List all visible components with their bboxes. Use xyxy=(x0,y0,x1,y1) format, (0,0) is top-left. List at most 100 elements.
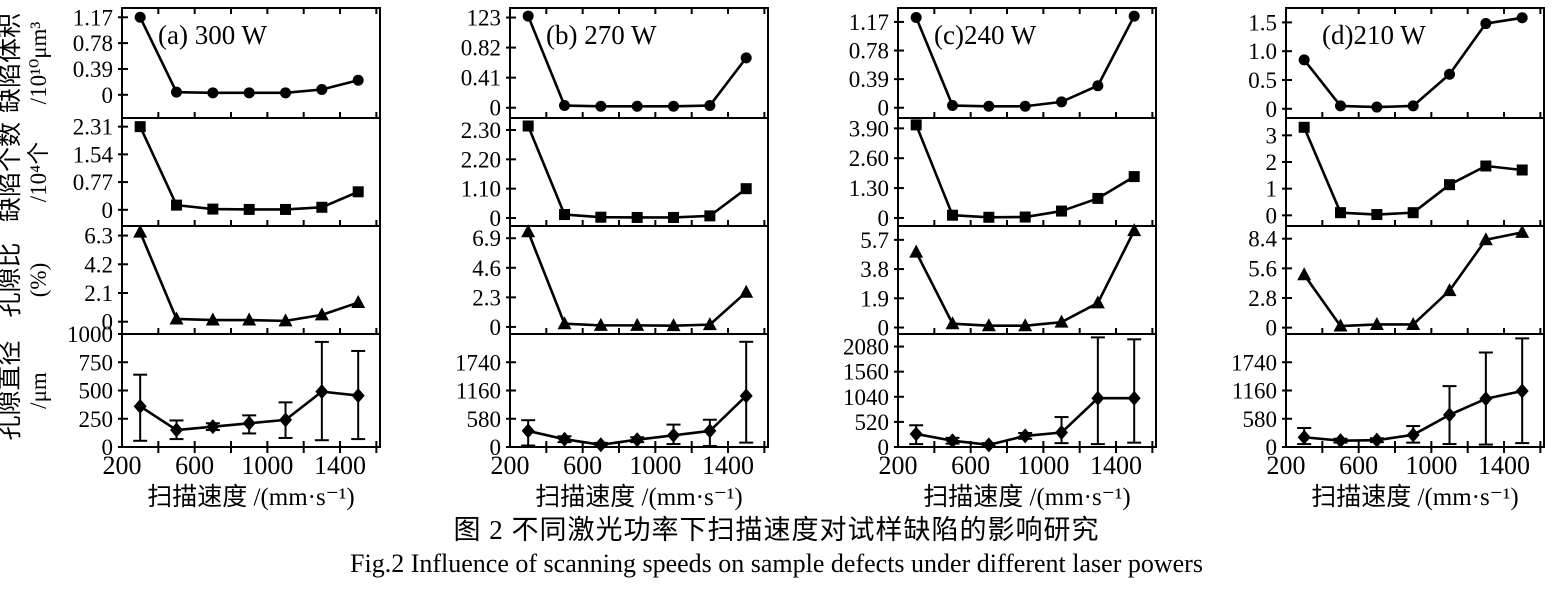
y-tick-label: 0 xyxy=(490,435,502,460)
triangle-marker xyxy=(1478,232,1493,246)
y-tick-label: 6.3 xyxy=(84,224,113,249)
y-tick-label: 0 xyxy=(102,83,114,108)
y-tick-label: 0.41 xyxy=(461,66,501,91)
diamond-marker xyxy=(133,398,147,414)
x-tick-label: 600 xyxy=(951,451,990,480)
triangle-marker xyxy=(169,311,184,325)
square-marker xyxy=(171,199,183,211)
x-tick-label: 1000 xyxy=(1405,451,1457,480)
diamond-marker xyxy=(909,426,923,442)
triangle-marker xyxy=(1369,316,1384,330)
y-tick-label: 1.30 xyxy=(849,176,889,201)
y-axis-name: 孔隙直径 xyxy=(0,340,24,440)
diamond-marker xyxy=(558,431,572,447)
square-marker xyxy=(983,211,995,223)
square-marker xyxy=(595,211,607,223)
y-tick-label: 0.5 xyxy=(1248,68,1277,93)
data-line xyxy=(138,126,359,211)
y-tick-label: 5.6 xyxy=(1248,256,1277,281)
diamond-marker xyxy=(315,384,329,400)
diamond-marker xyxy=(982,437,996,453)
y-axis-unit: /10¹⁰μm³ xyxy=(26,22,51,105)
diamond-marker xyxy=(1297,429,1311,445)
triangle-marker xyxy=(1515,224,1530,238)
circle-marker xyxy=(134,11,146,23)
diamond-marker xyxy=(1334,433,1348,449)
x-tick-label: 1400 xyxy=(1090,451,1142,480)
diamond-marker xyxy=(703,423,717,439)
subplot-d: 00.51.01.5 (d)210 W012302.85.68.405801160… xyxy=(1231,7,1545,511)
x-tick-label: 200 xyxy=(491,451,530,480)
x-tick-label: 1000 xyxy=(241,451,293,480)
circle-marker xyxy=(1371,101,1383,113)
y-tick-label: 0 xyxy=(1266,97,1278,122)
charts-canvas: 00.390.781.17(a) 300 W00.771.542.3102.14… xyxy=(0,5,1545,511)
square-marker xyxy=(1480,160,1492,172)
circle-marker xyxy=(1092,80,1104,92)
y-tick-label: 1160 xyxy=(1232,379,1277,404)
x-tick-label: 600 xyxy=(563,451,602,480)
y-tick-label: 1.9 xyxy=(860,286,889,311)
circle-marker xyxy=(704,100,716,112)
triangle-marker xyxy=(242,312,257,326)
triangle-marker xyxy=(351,295,366,309)
circle-marker xyxy=(316,84,328,96)
y-tick-label: 0 xyxy=(1266,316,1278,341)
square-marker xyxy=(1019,211,1031,223)
triangle-marker xyxy=(945,316,960,330)
panel-border xyxy=(121,333,381,448)
square-marker xyxy=(316,201,328,213)
square-marker xyxy=(947,209,959,221)
y-tick-label: 0 xyxy=(1266,435,1278,460)
y-tick-label: 1040 xyxy=(843,385,889,410)
triangle-marker xyxy=(205,312,220,326)
y-tick-label: 4.2 xyxy=(84,252,113,277)
diamond-marker xyxy=(170,422,184,438)
y-tick-label: 3.8 xyxy=(860,257,889,282)
y-tick-label: 0 xyxy=(878,96,890,121)
x-axis-title: 扫描速度 /(mm·s⁻¹) xyxy=(535,483,742,511)
y-tick-label: 0.39 xyxy=(73,57,113,82)
triangle-marker xyxy=(1406,316,1421,330)
circle-marker xyxy=(352,74,364,86)
panel-border xyxy=(509,117,769,227)
circle-marker xyxy=(1056,96,1068,108)
x-tick-label: 200 xyxy=(1267,451,1306,480)
y-tick-label: 123 xyxy=(467,6,502,31)
diamond-marker xyxy=(1515,383,1529,399)
triangle-marker xyxy=(909,244,924,258)
triangle-marker xyxy=(1333,318,1348,332)
panel-border xyxy=(897,333,1157,448)
circle-marker xyxy=(1298,54,1310,66)
diamond-marker xyxy=(1406,427,1420,443)
y-tick-label: 1.0 xyxy=(1248,39,1277,64)
triangle-marker xyxy=(1018,318,1033,332)
circle-marker xyxy=(983,100,995,112)
square-marker xyxy=(1516,164,1528,176)
data-line xyxy=(915,230,1136,327)
square-marker xyxy=(910,119,922,131)
panel-title: (c)240 W xyxy=(934,20,1037,50)
square-marker xyxy=(704,210,716,222)
y-tick-label: 0 xyxy=(878,316,890,341)
diamond-marker xyxy=(667,427,681,443)
y-tick-label: 0.39 xyxy=(849,67,889,92)
x-tick-label: 1400 xyxy=(314,451,366,480)
square-marker xyxy=(559,209,571,221)
x-tick-label: 1000 xyxy=(629,451,681,480)
diamond-marker xyxy=(1443,407,1457,423)
triangle-marker xyxy=(314,307,329,321)
x-tick-label: 600 xyxy=(1339,451,1378,480)
circle-marker xyxy=(910,12,922,24)
circle-marker xyxy=(631,100,643,112)
square-marker xyxy=(1371,209,1383,221)
y-tick-label: 2080 xyxy=(843,335,889,360)
y-tick-label: 1.54 xyxy=(73,142,114,167)
y-tick-label: 1160 xyxy=(456,379,501,404)
y-tick-label: 2.3 xyxy=(472,285,501,310)
diamond-marker xyxy=(1018,428,1032,444)
y-tick-label: 2.31 xyxy=(73,115,113,140)
y-tick-label: 0 xyxy=(490,206,502,231)
square-marker xyxy=(668,211,680,223)
